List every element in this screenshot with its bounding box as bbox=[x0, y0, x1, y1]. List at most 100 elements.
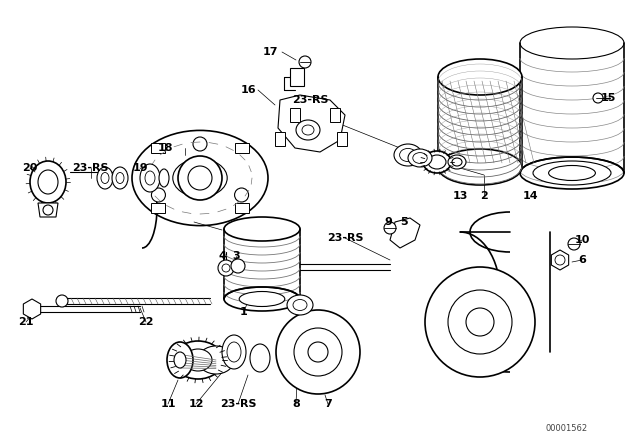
Ellipse shape bbox=[173, 341, 223, 379]
Circle shape bbox=[568, 238, 580, 250]
Circle shape bbox=[178, 156, 222, 200]
Ellipse shape bbox=[227, 342, 241, 362]
Ellipse shape bbox=[548, 165, 595, 181]
Text: 23-RS: 23-RS bbox=[292, 95, 328, 105]
Text: 23-RS: 23-RS bbox=[220, 399, 256, 409]
Text: 14: 14 bbox=[522, 191, 538, 201]
Ellipse shape bbox=[287, 295, 313, 315]
Circle shape bbox=[56, 295, 68, 307]
Ellipse shape bbox=[30, 161, 66, 203]
Ellipse shape bbox=[296, 120, 320, 140]
Bar bbox=[236, 202, 250, 213]
Circle shape bbox=[43, 205, 53, 215]
Text: 21: 21 bbox=[19, 317, 34, 327]
Ellipse shape bbox=[184, 349, 212, 371]
Ellipse shape bbox=[101, 172, 109, 184]
Circle shape bbox=[222, 264, 230, 272]
Ellipse shape bbox=[145, 171, 155, 185]
Polygon shape bbox=[23, 299, 41, 319]
Text: 4: 4 bbox=[218, 251, 226, 261]
Bar bbox=[236, 143, 250, 153]
Ellipse shape bbox=[399, 148, 417, 162]
Text: 11: 11 bbox=[160, 399, 176, 409]
Circle shape bbox=[425, 267, 535, 377]
Circle shape bbox=[188, 166, 212, 190]
Text: 2: 2 bbox=[480, 191, 488, 201]
Circle shape bbox=[299, 56, 311, 68]
Circle shape bbox=[276, 310, 360, 394]
Polygon shape bbox=[330, 108, 340, 122]
Circle shape bbox=[218, 260, 234, 276]
Ellipse shape bbox=[438, 149, 522, 185]
Ellipse shape bbox=[132, 130, 268, 226]
Ellipse shape bbox=[250, 344, 270, 372]
Ellipse shape bbox=[448, 155, 466, 169]
Ellipse shape bbox=[198, 346, 234, 374]
Text: 12: 12 bbox=[188, 399, 204, 409]
Polygon shape bbox=[278, 95, 345, 152]
Circle shape bbox=[466, 308, 494, 336]
Polygon shape bbox=[290, 108, 300, 122]
Bar bbox=[290, 68, 304, 86]
Text: 10: 10 bbox=[574, 235, 589, 245]
Ellipse shape bbox=[428, 155, 446, 169]
Ellipse shape bbox=[224, 217, 300, 241]
Ellipse shape bbox=[533, 161, 611, 185]
Text: 7: 7 bbox=[324, 399, 332, 409]
Ellipse shape bbox=[159, 169, 169, 187]
Polygon shape bbox=[275, 132, 285, 146]
Polygon shape bbox=[551, 250, 569, 270]
Bar bbox=[150, 143, 164, 153]
Polygon shape bbox=[337, 132, 347, 146]
Ellipse shape bbox=[438, 59, 522, 95]
Circle shape bbox=[448, 290, 512, 354]
Circle shape bbox=[555, 255, 565, 265]
Ellipse shape bbox=[520, 27, 624, 59]
Ellipse shape bbox=[394, 144, 422, 166]
Text: 15: 15 bbox=[600, 93, 616, 103]
Circle shape bbox=[593, 93, 603, 103]
Bar bbox=[150, 202, 164, 213]
Ellipse shape bbox=[408, 149, 432, 167]
Ellipse shape bbox=[173, 159, 227, 197]
Polygon shape bbox=[38, 203, 58, 217]
Ellipse shape bbox=[293, 300, 307, 310]
Text: 6: 6 bbox=[578, 255, 586, 265]
Ellipse shape bbox=[224, 287, 300, 311]
Text: 5: 5 bbox=[400, 217, 408, 227]
Text: 8: 8 bbox=[292, 399, 300, 409]
Text: 23-RS: 23-RS bbox=[72, 163, 108, 173]
Ellipse shape bbox=[452, 158, 462, 166]
Ellipse shape bbox=[423, 151, 451, 173]
Text: 18: 18 bbox=[157, 143, 173, 153]
Text: 23-RS: 23-RS bbox=[327, 233, 364, 243]
Text: 22: 22 bbox=[138, 317, 154, 327]
Circle shape bbox=[193, 137, 207, 151]
Circle shape bbox=[294, 328, 342, 376]
Circle shape bbox=[235, 188, 248, 202]
Ellipse shape bbox=[38, 170, 58, 194]
Text: 19: 19 bbox=[132, 163, 148, 173]
Ellipse shape bbox=[167, 342, 193, 378]
Ellipse shape bbox=[239, 292, 285, 306]
Text: 00001562: 00001562 bbox=[546, 423, 588, 432]
Circle shape bbox=[231, 259, 245, 273]
Ellipse shape bbox=[97, 167, 113, 189]
Circle shape bbox=[152, 188, 165, 202]
Text: 3: 3 bbox=[232, 251, 240, 261]
Ellipse shape bbox=[174, 352, 186, 368]
Text: 1: 1 bbox=[240, 307, 248, 317]
Circle shape bbox=[384, 222, 396, 234]
Ellipse shape bbox=[222, 335, 246, 369]
Text: 16: 16 bbox=[240, 85, 256, 95]
Text: 9: 9 bbox=[384, 217, 392, 227]
Ellipse shape bbox=[140, 164, 160, 192]
Ellipse shape bbox=[112, 167, 128, 189]
Circle shape bbox=[308, 342, 328, 362]
Text: 17: 17 bbox=[262, 47, 278, 57]
Ellipse shape bbox=[116, 172, 124, 184]
Text: 13: 13 bbox=[452, 191, 468, 201]
Ellipse shape bbox=[413, 153, 428, 164]
Ellipse shape bbox=[302, 125, 314, 135]
Polygon shape bbox=[390, 218, 420, 248]
